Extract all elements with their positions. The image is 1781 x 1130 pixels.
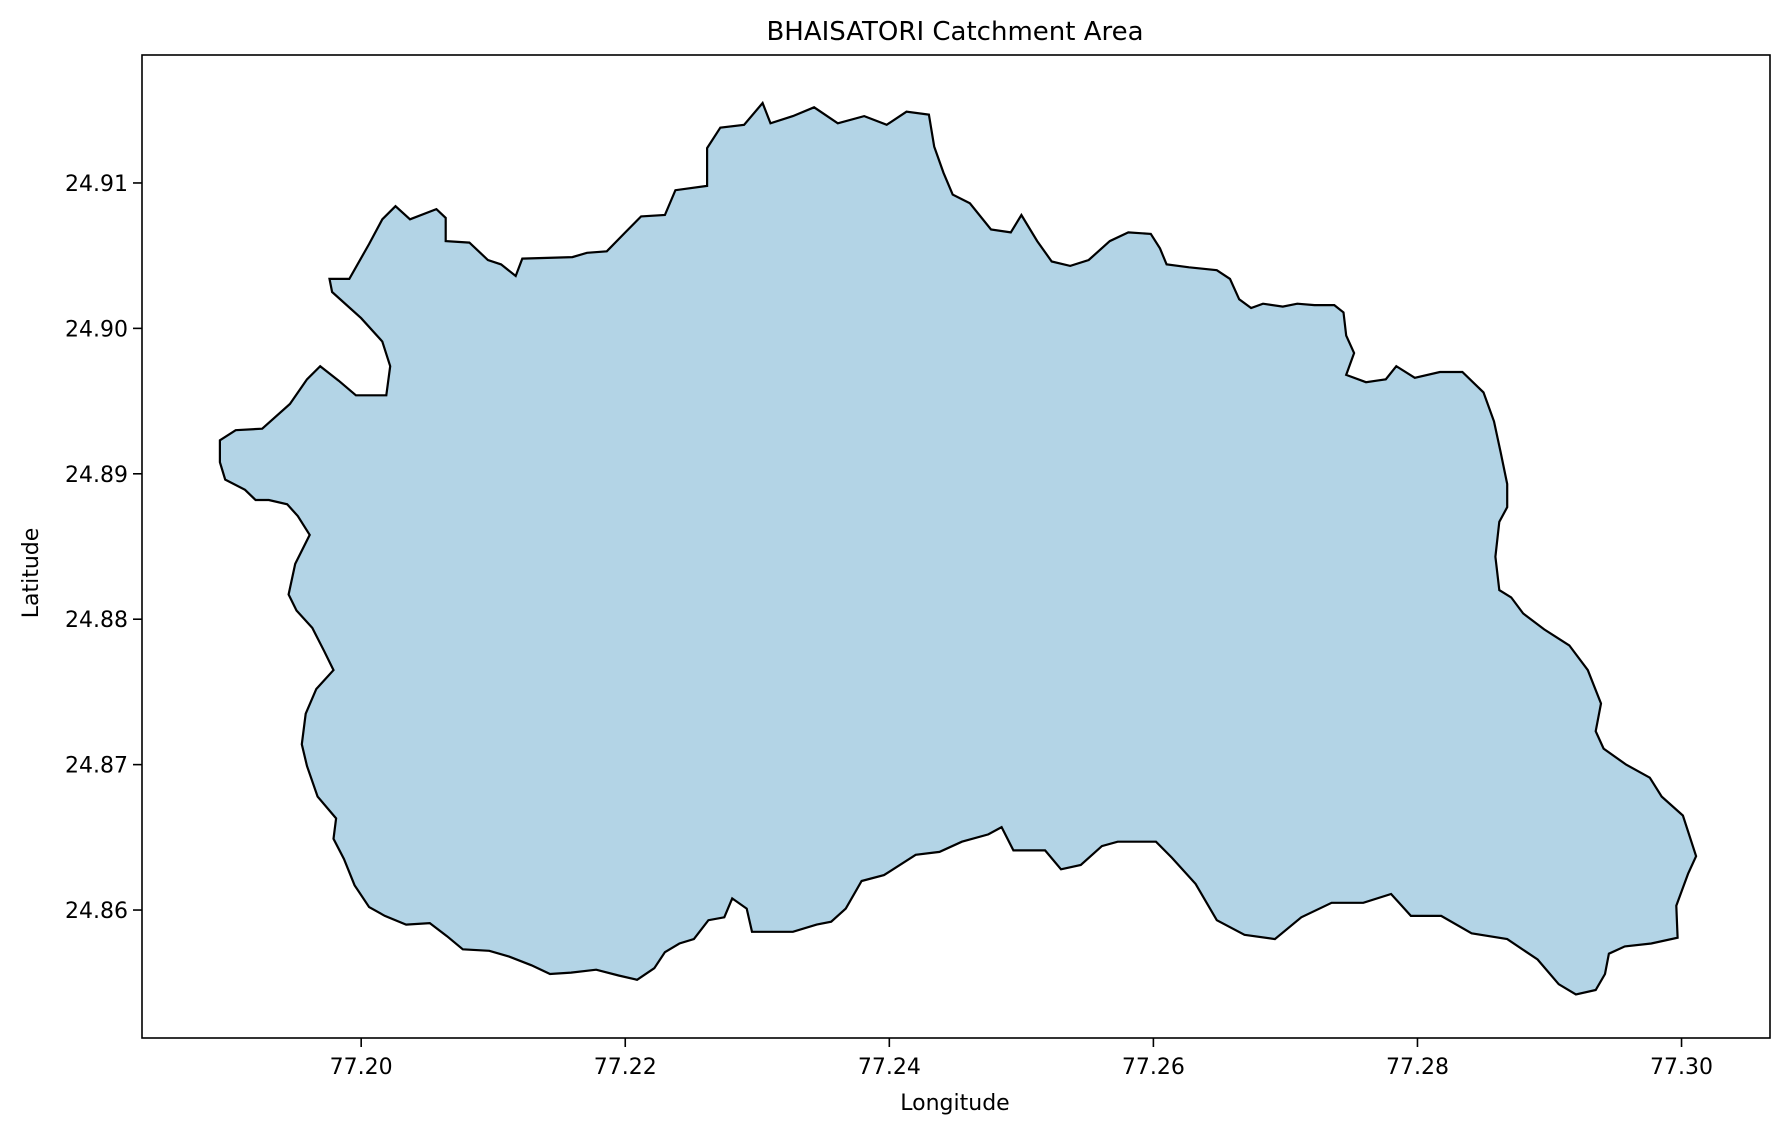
y-tick-label: 24.91 [65, 172, 128, 197]
x-tick-label: 77.22 [594, 1055, 657, 1080]
axes-frame [141, 54, 1771, 1039]
x-tick-label: 77.24 [858, 1055, 921, 1080]
axes: 77.20 77.22 77.24 77.26 77.28 77.30 24.86 24.87… [65, 54, 1771, 1080]
x-tick-label: 77.26 [1122, 1055, 1185, 1080]
y-tick-label: 24.87 [65, 754, 128, 779]
map-title: BHAISATORI Catchment Area [766, 17, 1143, 47]
y-axis-label: Latitude [19, 528, 44, 619]
x-tick-label: 77.28 [1386, 1055, 1449, 1080]
y-tick-label: 24.88 [65, 608, 128, 633]
y-tick-label: 24.89 [65, 463, 128, 488]
plot-area [218, 100, 1698, 996]
y-tick-label: 24.90 [65, 317, 128, 342]
x-tick-label: 77.30 [1650, 1055, 1713, 1080]
x-tick-label: 77.20 [330, 1055, 393, 1080]
y-tick-label: 24.86 [65, 899, 128, 924]
catchment-boundary [218, 100, 1698, 996]
x-axis-label: Longitude [900, 1091, 1009, 1116]
